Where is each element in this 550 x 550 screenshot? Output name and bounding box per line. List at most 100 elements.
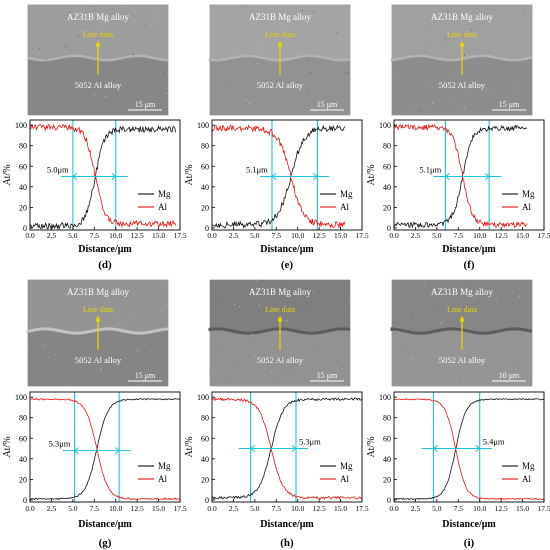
y-tick-label: 0 [205, 496, 209, 505]
y-tick-label: 80 [19, 414, 27, 423]
sem-speckle [448, 347, 450, 350]
sem-speckle [137, 54, 140, 57]
sem-bottom-label: 5052 Al alloy [257, 80, 304, 90]
panel-label: (f) [464, 259, 475, 271]
sem-speckle [38, 106, 40, 108]
legend-label-al: Al [158, 202, 167, 212]
sem-marker-label: Line data [447, 30, 477, 39]
y-tick-label: 100 [379, 121, 391, 130]
scale-bar-label: 15 μm [135, 100, 156, 109]
sem-speckle [38, 47, 41, 50]
legend-label-al: Al [340, 202, 349, 212]
sem-speckle [73, 76, 75, 78]
x-tick-label: 5.0 [68, 231, 78, 240]
arrowhead-right [111, 173, 117, 180]
sem-speckle [147, 302, 149, 303]
sem-speckle [259, 15, 262, 18]
sem-speckle [260, 279, 263, 282]
sem-interface-line [390, 54, 533, 62]
plot-frame [393, 119, 545, 231]
sem-speckle [504, 385, 507, 387]
sem-speckle [336, 31, 338, 34]
sem-speckle [251, 333, 254, 336]
sem-speckle [93, 9, 96, 12]
sem-speckle [443, 349, 446, 352]
x-tick-label: 12.5 [313, 231, 326, 240]
line-scan-dot [277, 317, 283, 323]
legend-label-mg: Mg [522, 461, 535, 471]
sem-interface-line [390, 327, 533, 335]
arrowhead-right [475, 445, 481, 452]
plot-frame [393, 391, 545, 503]
x-tick-label: 0.0 [25, 504, 35, 513]
x-tick-label: 10.0 [109, 504, 122, 513]
legend-label-al: Al [522, 202, 531, 212]
series-line-al [393, 123, 528, 229]
legend-label-mg: Mg [340, 189, 353, 199]
sem-mg-region [28, 5, 168, 61]
x-tick-label: 0.0 [389, 504, 399, 513]
sem-speckle [512, 83, 513, 85]
sem-speckle [528, 94, 530, 96]
sem-speckle [165, 92, 168, 95]
sem-speckle [313, 10, 315, 13]
x-tick-label: 10.0 [291, 504, 304, 513]
sem-speckle [464, 351, 466, 354]
y-tick-label: 20 [19, 475, 27, 484]
sem-speckle [426, 113, 428, 115]
sem-bottom-label: 5052 Al alloy [439, 355, 486, 365]
sem-speckle [81, 331, 84, 334]
arrowhead-right [114, 447, 120, 454]
sem-speckle [530, 13, 532, 15]
x-axis-label: Distance/μm [260, 244, 314, 255]
sem-speckle [237, 56, 240, 59]
sem-speckle [95, 350, 97, 352]
y-tick-label: 0 [387, 496, 391, 505]
sem-speckle [526, 57, 529, 59]
x-tick-label: 17.5 [355, 231, 368, 240]
sem-bottom-label: 5052 Al alloy [75, 355, 122, 365]
x-tick-label: 10.0 [109, 231, 122, 240]
sem-speckle [45, 111, 48, 114]
y-tick-label: 100 [197, 121, 209, 130]
sem-speckle [511, 291, 514, 293]
sem-speckle [30, 345, 32, 347]
sem-marker-label: Line data [265, 305, 295, 314]
x-tick-label: 2.5 [229, 504, 239, 513]
sem-speckle [522, 12, 524, 15]
x-tick-label: 0.0 [25, 231, 35, 240]
legend-label-mg: Mg [522, 189, 535, 199]
arrowhead-right [484, 173, 490, 180]
scale-bar-label: 15 μm [317, 100, 338, 109]
x-tick-label: 17.5 [173, 504, 186, 513]
sem-speckle [231, 332, 233, 335]
sem-speckle [447, 281, 449, 284]
sem-speckle [143, 378, 146, 381]
series-line-mg [393, 125, 528, 229]
y-tick-label: 60 [383, 162, 391, 171]
sem-speckle [325, 42, 327, 44]
sem-speckle [266, 371, 268, 373]
x-tick-label: 15.0 [334, 504, 347, 513]
sem-speckle [256, 279, 258, 282]
legend-label-mg: Mg [340, 461, 353, 471]
sem-speckle [244, 99, 247, 102]
sem-speckle [140, 331, 142, 333]
sem-mg-region [210, 280, 350, 334]
sem-speckle [434, 291, 436, 293]
sem-speckle [435, 303, 438, 306]
panel-h: AZ31B Mg alloy Line data 5052 Al alloy 15 μ… [184, 279, 369, 549]
y-tick-label: 40 [19, 183, 27, 192]
sem-speckle [238, 44, 240, 45]
sem-speckle [81, 29, 84, 32]
y-tick-label: 40 [201, 183, 209, 192]
sem-speckle [220, 40, 222, 42]
x-tick-label: 12.5 [495, 231, 508, 240]
sem-speckle [321, 103, 324, 105]
sem-speckle [209, 370, 212, 372]
plot-frame [211, 119, 363, 231]
x-tick-label: 0.0 [207, 504, 217, 513]
sem-speckle [285, 280, 287, 283]
sem-speckle [129, 356, 131, 359]
sem-speckle [518, 295, 521, 298]
